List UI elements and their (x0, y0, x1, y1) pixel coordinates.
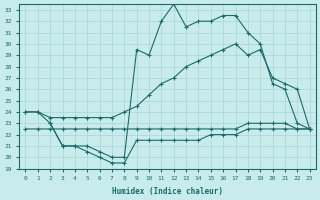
X-axis label: Humidex (Indice chaleur): Humidex (Indice chaleur) (112, 187, 223, 196)
